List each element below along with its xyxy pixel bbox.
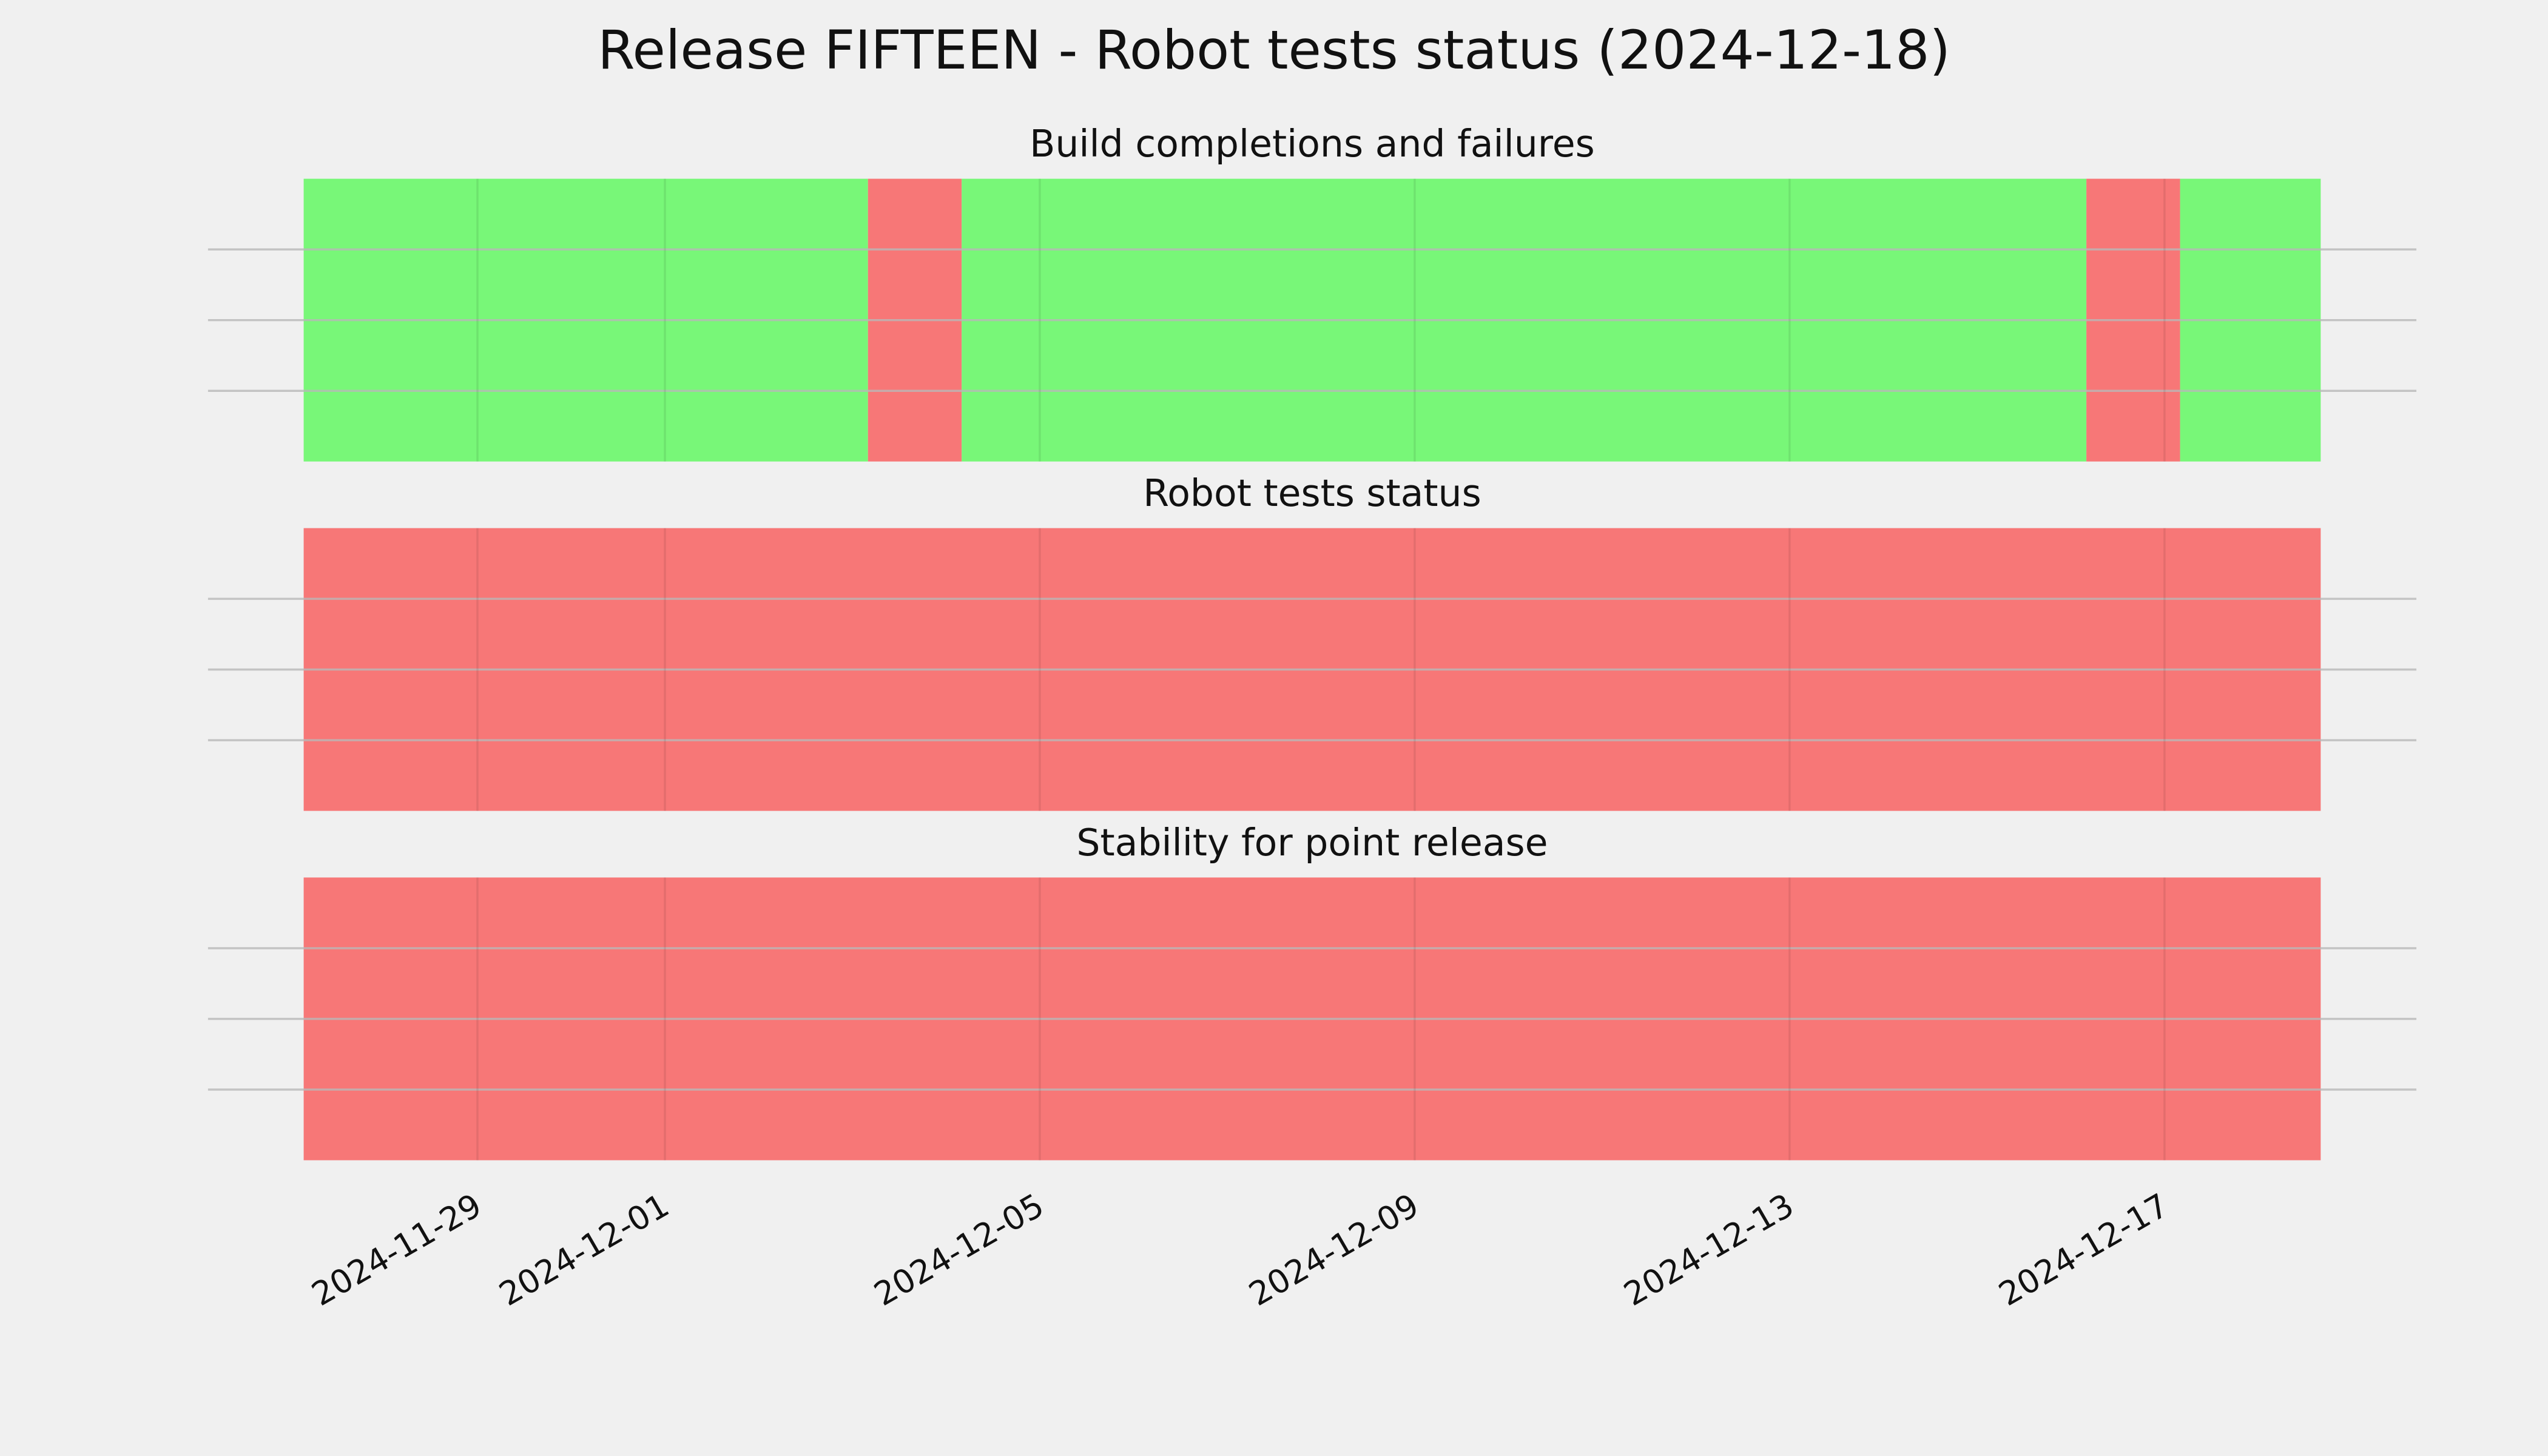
x-tick-label: 2024-12-09 bbox=[1242, 1186, 1425, 1313]
x-tick-label: 2024-12-01 bbox=[493, 1186, 675, 1313]
chart-title: Release FIFTEEN - Robot tests status (20… bbox=[598, 19, 1950, 81]
x-tick-label: 2024-12-17 bbox=[1992, 1186, 2175, 1313]
x-tick-label: 2024-12-13 bbox=[1617, 1186, 1800, 1313]
x-tick-label: 2024-12-05 bbox=[868, 1186, 1050, 1313]
panel-title: Stability for point release bbox=[1076, 821, 1548, 864]
x-tick-label: 2024-11-29 bbox=[305, 1186, 488, 1313]
panel-title: Build completions and failures bbox=[1030, 122, 1595, 166]
panel-title: Robot tests status bbox=[1143, 471, 1481, 515]
